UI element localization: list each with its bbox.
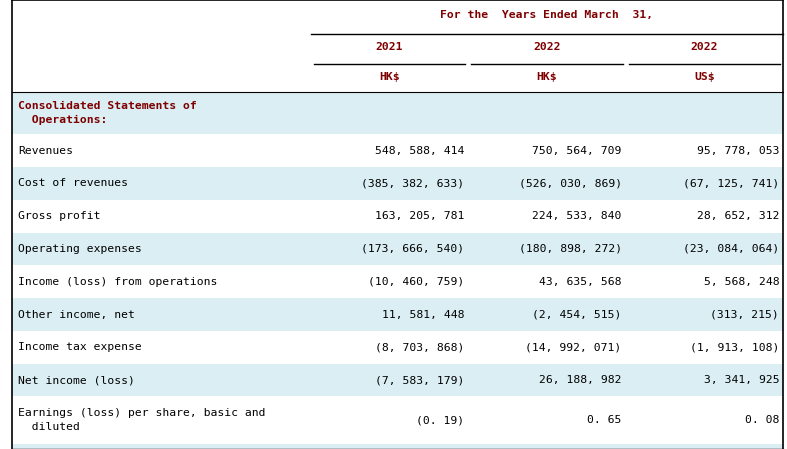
Text: 548, 588, 414: 548, 588, 414 <box>375 145 464 156</box>
Text: Revenues: Revenues <box>18 145 73 156</box>
Text: (1, 913, 108): (1, 913, 108) <box>689 342 779 352</box>
Text: (7, 583, 179): (7, 583, 179) <box>375 375 464 385</box>
Text: 224, 533, 840: 224, 533, 840 <box>532 211 622 221</box>
Bar <box>12 167 783 200</box>
Text: (8, 703, 868): (8, 703, 868) <box>375 342 464 352</box>
Bar <box>12 298 783 331</box>
Text: Earnings (loss) per share, basic and
  diluted: Earnings (loss) per share, basic and dil… <box>18 409 265 431</box>
Text: (2, 454, 515): (2, 454, 515) <box>532 309 622 320</box>
Text: 28, 652, 312: 28, 652, 312 <box>696 211 779 221</box>
Bar <box>12 92 783 134</box>
Text: Gross profit: Gross profit <box>18 211 101 221</box>
Text: 750, 564, 709: 750, 564, 709 <box>532 145 622 156</box>
Text: (67, 125, 741): (67, 125, 741) <box>683 178 779 189</box>
Text: For the  Years Ended March  31,: For the Years Ended March 31, <box>441 10 653 20</box>
Text: Income tax expense: Income tax expense <box>18 342 142 352</box>
Text: (0. 19): (0. 19) <box>416 415 464 425</box>
Text: Consolidated Statements of
  Operations:: Consolidated Statements of Operations: <box>18 101 197 125</box>
Text: Cost of revenues: Cost of revenues <box>18 178 128 189</box>
Text: US$: US$ <box>694 72 715 82</box>
Text: HK$: HK$ <box>537 72 557 82</box>
Text: HK$: HK$ <box>379 72 400 82</box>
Text: 5, 568, 248: 5, 568, 248 <box>704 277 779 287</box>
Text: 2022: 2022 <box>534 42 560 53</box>
Text: (23, 084, 064): (23, 084, 064) <box>683 244 779 254</box>
Bar <box>12 444 783 449</box>
Text: 43, 635, 568: 43, 635, 568 <box>539 277 622 287</box>
Text: 163, 205, 781: 163, 205, 781 <box>375 211 464 221</box>
Bar <box>12 364 783 396</box>
Text: (173, 666, 540): (173, 666, 540) <box>361 244 464 254</box>
Text: (385, 382, 633): (385, 382, 633) <box>361 178 464 189</box>
Text: (526, 030, 869): (526, 030, 869) <box>519 178 622 189</box>
Text: Income (loss) from operations: Income (loss) from operations <box>18 277 217 287</box>
Bar <box>12 233 783 265</box>
Text: 95, 778, 053: 95, 778, 053 <box>696 145 779 156</box>
Text: (10, 460, 759): (10, 460, 759) <box>368 277 464 287</box>
Text: 11, 581, 448: 11, 581, 448 <box>382 309 464 320</box>
Text: 26, 188, 982: 26, 188, 982 <box>539 375 622 385</box>
Text: 2022: 2022 <box>691 42 718 53</box>
Text: Other income, net: Other income, net <box>18 309 135 320</box>
Text: (313, 215): (313, 215) <box>711 309 779 320</box>
Text: 3, 341, 925: 3, 341, 925 <box>704 375 779 385</box>
Text: 0. 65: 0. 65 <box>587 415 622 425</box>
Text: 2021: 2021 <box>376 42 403 53</box>
Text: Operating expenses: Operating expenses <box>18 244 142 254</box>
Text: Net income (loss): Net income (loss) <box>18 375 135 385</box>
Text: (14, 992, 071): (14, 992, 071) <box>526 342 622 352</box>
Text: (180, 898, 272): (180, 898, 272) <box>519 244 622 254</box>
Text: 0. 08: 0. 08 <box>745 415 779 425</box>
